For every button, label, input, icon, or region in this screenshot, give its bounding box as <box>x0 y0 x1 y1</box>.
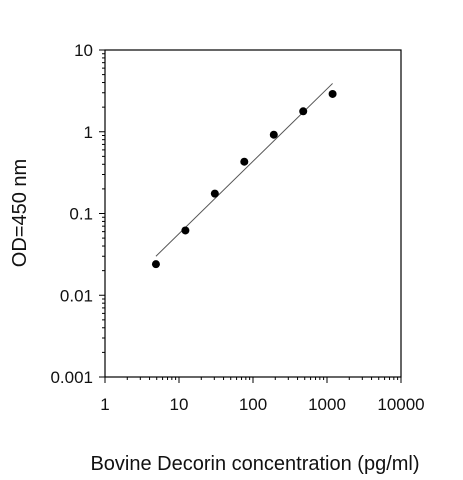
x-tick-label: 10 <box>170 395 189 414</box>
x-tick-label: 100 <box>239 395 267 414</box>
data-point <box>210 189 219 198</box>
y-tick-label: 0.1 <box>69 205 93 224</box>
x-tick-label: 1 <box>100 395 109 414</box>
y-axis-title: OD=450 nm <box>9 159 31 267</box>
y-tick-label: 10 <box>74 41 93 60</box>
data-point <box>328 89 337 98</box>
x-axis-title: Bovine Decorin concentration (pg/ml) <box>90 453 419 475</box>
data-point <box>151 260 160 269</box>
y-axis-ticks: 0.001 0.01 0.1 1 10 <box>50 41 105 387</box>
plot-frame <box>104 49 402 378</box>
x-tick-label: 10000 <box>377 395 424 414</box>
x-axis-ticks: 1 10 100 1000 10000 <box>100 377 425 414</box>
y-tick-label: 1 <box>84 123 93 142</box>
y-tick-label: 0.001 <box>50 368 93 387</box>
plot-area <box>104 49 402 378</box>
x-tick-label: 1000 <box>308 395 346 414</box>
data-point <box>299 107 308 116</box>
data-point <box>181 226 190 235</box>
data-points <box>151 89 337 269</box>
data-point <box>269 130 278 139</box>
data-point <box>240 157 249 166</box>
y-tick-label: 0.01 <box>60 286 93 305</box>
